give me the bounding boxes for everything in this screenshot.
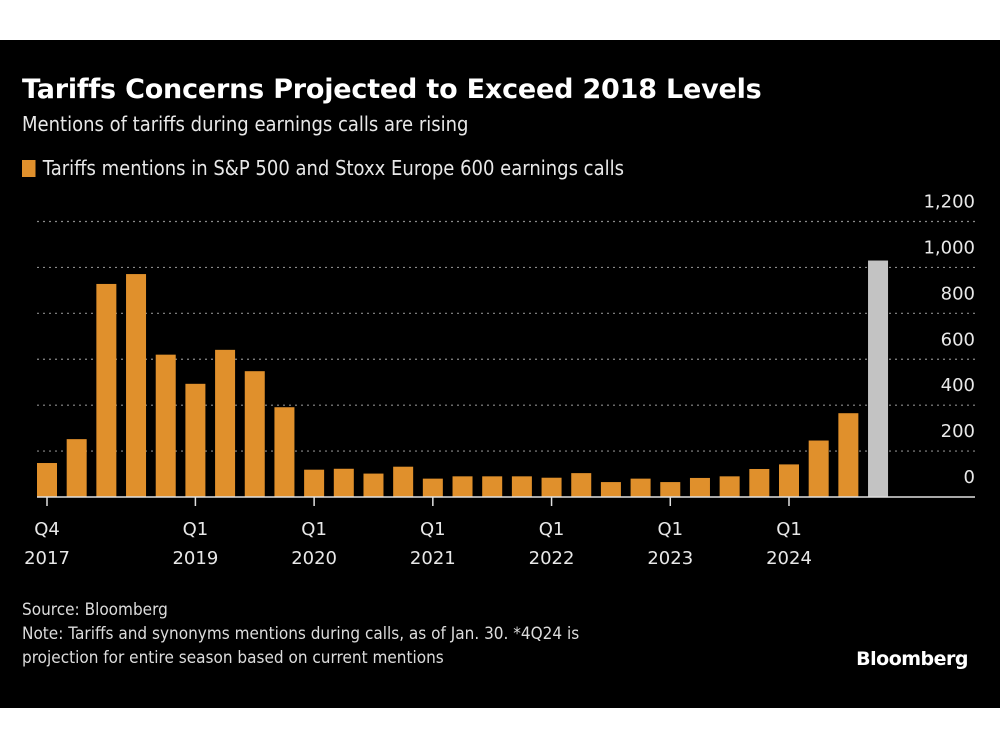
bar (126, 274, 147, 497)
bar (630, 478, 651, 497)
bloomberg-logo: Bloomberg (856, 648, 968, 670)
footnote-line-1: Note: Tariffs and synonyms mentions duri… (22, 624, 580, 644)
y-tick-label: 600 (941, 329, 975, 350)
bar (749, 468, 770, 497)
x-tick-label-quarter: Q1 (539, 519, 565, 540)
y-tick-label: 800 (941, 283, 975, 304)
bar (511, 476, 532, 497)
bar (600, 482, 621, 497)
legend: Tariffs mentions in S&P 500 and Stoxx Eu… (22, 156, 624, 180)
bar (838, 413, 859, 497)
legend-label: Tariffs mentions in S&P 500 and Stoxx Eu… (42, 156, 624, 180)
x-tick-label-quarter: Q1 (657, 519, 683, 540)
x-tick-label-quarter: Q1 (776, 519, 802, 540)
bar (779, 464, 799, 497)
chart-title: Tariffs Concerns Projected to Exceed 201… (22, 74, 762, 105)
bar (155, 354, 176, 497)
x-tick-label-year: 2021 (410, 548, 456, 569)
x-tick-label-year: 2022 (529, 548, 575, 569)
bar (808, 440, 829, 497)
y-tick-label: 1,000 (923, 237, 975, 258)
bar (37, 463, 57, 497)
bar (422, 478, 443, 497)
y-tick-label: 0 (964, 467, 975, 488)
x-tick-label-year: 2024 (766, 548, 812, 569)
bar (868, 260, 889, 497)
x-tick-label-year: 2020 (291, 548, 337, 569)
bar (66, 439, 87, 497)
bar (333, 468, 354, 497)
source-note: Source: Bloomberg (22, 600, 168, 620)
x-tick-label-quarter: Q1 (420, 519, 446, 540)
x-tick-label-quarter: Q1 (183, 519, 209, 540)
bar (363, 473, 384, 497)
y-tick-label: 400 (941, 375, 975, 396)
bar (541, 477, 562, 497)
bar (215, 349, 236, 497)
bar (185, 383, 206, 497)
bar (274, 407, 295, 497)
bar (304, 469, 325, 497)
bar (96, 283, 117, 497)
y-tick-label: 1,200 (923, 192, 975, 213)
bar (719, 476, 740, 497)
bar (660, 482, 681, 497)
bar (393, 466, 414, 497)
x-tick-label-quarter: Q4 (34, 519, 60, 540)
bar (244, 371, 265, 497)
x-tick-label-year: 2017 (24, 548, 70, 569)
bar (482, 476, 503, 497)
footnote-line-2: projection for entire season based on cu… (22, 648, 444, 668)
x-tick-label-year: 2023 (647, 548, 693, 569)
legend-swatch (22, 159, 36, 177)
y-tick-label: 200 (941, 421, 975, 442)
x-tick-label-year: 2019 (172, 548, 218, 569)
bar (689, 477, 710, 497)
bar (571, 473, 592, 497)
chart-subtitle: Mentions of tariffs during earnings call… (22, 112, 469, 136)
x-tick-label-quarter: Q1 (301, 519, 327, 540)
bar (452, 476, 473, 497)
